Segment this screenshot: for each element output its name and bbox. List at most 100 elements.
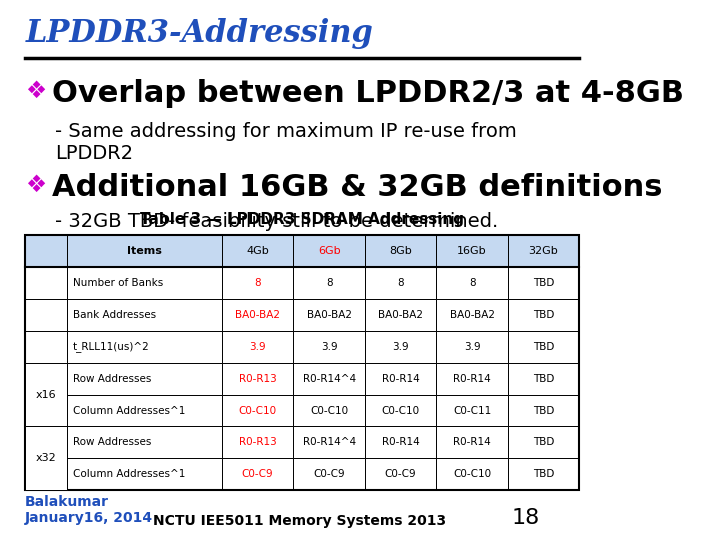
Text: ❖: ❖ [25,79,46,103]
FancyBboxPatch shape [222,299,293,331]
FancyBboxPatch shape [436,331,508,363]
Text: TBD: TBD [533,310,554,320]
FancyBboxPatch shape [67,395,222,427]
Text: x32: x32 [36,454,56,463]
Text: C0-C11: C0-C11 [453,406,491,415]
Text: 16Gb: 16Gb [457,246,487,256]
Text: R0-R14^4: R0-R14^4 [302,437,356,448]
Text: TBD: TBD [533,406,554,415]
Text: 3.9: 3.9 [464,342,480,352]
FancyBboxPatch shape [436,427,508,458]
FancyBboxPatch shape [436,395,508,427]
Text: 18: 18 [512,508,540,528]
FancyBboxPatch shape [222,395,293,427]
FancyBboxPatch shape [25,331,67,363]
FancyBboxPatch shape [222,235,293,267]
Text: R0-R14^4: R0-R14^4 [302,374,356,383]
Text: Table 3 — LPDDR3 SDRAM Addressing: Table 3 — LPDDR3 SDRAM Addressing [140,212,464,227]
Text: 8: 8 [254,278,261,288]
Text: Bank Addresses: Bank Addresses [73,310,156,320]
Text: 3.9: 3.9 [392,342,409,352]
Text: Row Addresses: Row Addresses [73,437,151,448]
Text: 4Gb: 4Gb [246,246,269,256]
Text: 8: 8 [325,278,333,288]
FancyBboxPatch shape [25,363,67,395]
Text: R0-R14: R0-R14 [382,437,420,448]
Text: Balakumar
January16, 2014: Balakumar January16, 2014 [25,495,153,525]
FancyBboxPatch shape [67,427,222,458]
FancyBboxPatch shape [508,395,580,427]
Text: ❖: ❖ [25,173,46,197]
FancyBboxPatch shape [67,331,222,363]
Text: NCTU IEE5011 Memory Systems 2013: NCTU IEE5011 Memory Systems 2013 [153,514,446,528]
Text: Column Addresses^1: Column Addresses^1 [73,469,185,480]
Text: TBD: TBD [533,469,554,480]
FancyBboxPatch shape [25,458,67,490]
Text: Overlap between LPDDR2/3 at 4-8GB: Overlap between LPDDR2/3 at 4-8GB [52,79,684,109]
Text: 32Gb: 32Gb [528,246,559,256]
FancyBboxPatch shape [293,395,365,427]
Text: C0-C9: C0-C9 [242,469,274,480]
Text: 3.9: 3.9 [321,342,338,352]
FancyBboxPatch shape [508,299,580,331]
FancyBboxPatch shape [508,331,580,363]
FancyBboxPatch shape [293,299,365,331]
FancyBboxPatch shape [365,363,436,395]
FancyBboxPatch shape [365,299,436,331]
FancyBboxPatch shape [222,458,293,490]
FancyBboxPatch shape [25,267,67,299]
FancyBboxPatch shape [365,395,436,427]
Text: C0-C9: C0-C9 [313,469,345,480]
FancyBboxPatch shape [436,235,508,267]
Text: BA0-BA2: BA0-BA2 [235,310,280,320]
Text: t_RLL11(us)^2: t_RLL11(us)^2 [73,341,150,352]
Text: Number of Banks: Number of Banks [73,278,163,288]
Text: 6Gb: 6Gb [318,246,341,256]
Text: R0-R14: R0-R14 [453,374,491,383]
Text: TBD: TBD [533,342,554,352]
Text: Row Addresses: Row Addresses [73,374,151,383]
FancyBboxPatch shape [508,363,580,395]
FancyBboxPatch shape [25,427,67,458]
FancyBboxPatch shape [25,363,67,427]
Text: R0-R13: R0-R13 [239,437,276,448]
FancyBboxPatch shape [436,267,508,299]
FancyBboxPatch shape [436,458,508,490]
FancyBboxPatch shape [365,267,436,299]
Text: TBD: TBD [533,374,554,383]
FancyBboxPatch shape [365,235,436,267]
FancyBboxPatch shape [222,427,293,458]
Text: C0-C10: C0-C10 [238,406,276,415]
Text: C0-C10: C0-C10 [310,406,348,415]
FancyBboxPatch shape [508,458,580,490]
Text: 8: 8 [469,278,475,288]
FancyBboxPatch shape [25,235,67,267]
FancyBboxPatch shape [365,427,436,458]
FancyBboxPatch shape [436,299,508,331]
FancyBboxPatch shape [293,363,365,395]
Text: BA0-BA2: BA0-BA2 [307,310,351,320]
FancyBboxPatch shape [436,363,508,395]
FancyBboxPatch shape [25,299,67,331]
Text: x16: x16 [36,389,56,400]
Text: R0-R13: R0-R13 [239,374,276,383]
Text: Column Addresses^1: Column Addresses^1 [73,406,185,415]
FancyBboxPatch shape [365,458,436,490]
FancyBboxPatch shape [293,235,365,267]
FancyBboxPatch shape [222,267,293,299]
FancyBboxPatch shape [25,427,67,490]
Text: TBD: TBD [533,437,554,448]
FancyBboxPatch shape [67,267,222,299]
FancyBboxPatch shape [67,458,222,490]
FancyBboxPatch shape [67,299,222,331]
Text: Items: Items [127,246,162,256]
Text: R0-R14: R0-R14 [453,437,491,448]
FancyBboxPatch shape [222,331,293,363]
Text: C0-C9: C0-C9 [384,469,416,480]
FancyBboxPatch shape [25,395,67,427]
FancyBboxPatch shape [508,267,580,299]
FancyBboxPatch shape [67,235,222,267]
FancyBboxPatch shape [293,267,365,299]
Text: BA0-BA2: BA0-BA2 [449,310,495,320]
Text: R0-R14: R0-R14 [382,374,420,383]
